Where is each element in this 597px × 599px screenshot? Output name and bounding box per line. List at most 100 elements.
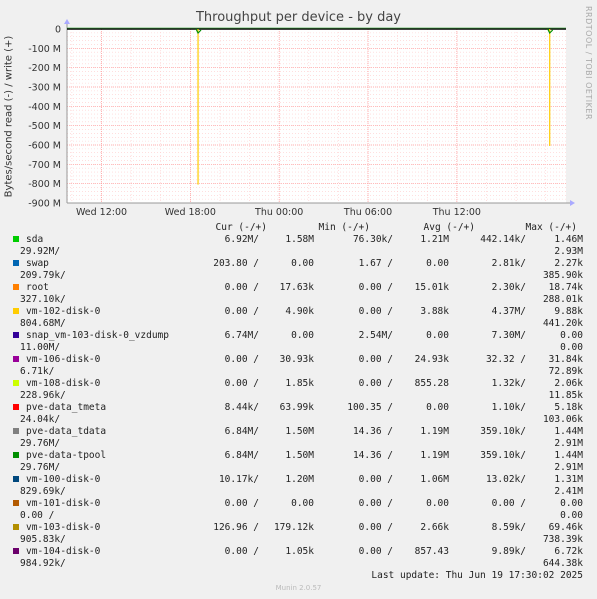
plot-area: 0 -100 M -200 M -300 M -400 M -500 M -600 M -70… bbox=[28, 19, 575, 218]
legend-value-avg-r: 8.59k/ bbox=[491, 522, 526, 533]
legend-value-avg-w: 1.44M bbox=[554, 450, 583, 461]
x-tick-label: Thu 06:00 bbox=[343, 207, 392, 218]
legend-value-avg-r: 9.89k/ bbox=[491, 546, 526, 557]
legend-value-avg-w: 5.18k bbox=[554, 402, 583, 413]
legend-swatch bbox=[13, 284, 19, 290]
legend-value-min-w: 855.28 bbox=[414, 378, 449, 389]
legend-swatch bbox=[13, 260, 19, 266]
legend-value-min-r: 1.67 / bbox=[358, 258, 393, 269]
legend-value-max-w: 441.20k bbox=[542, 318, 583, 329]
legend-swatch bbox=[13, 524, 19, 530]
legend-value-min-r: 0.00 / bbox=[358, 498, 393, 509]
legend-value-avg-w: 0.00 bbox=[560, 330, 583, 341]
legend-value-cur-r: 0.00 / bbox=[224, 546, 259, 557]
legend-name: vm-102-disk-0 bbox=[26, 306, 101, 317]
legend-value-max-w: 2.93M bbox=[554, 246, 583, 257]
legend-swatch bbox=[13, 356, 19, 362]
legend-value-max-w: 2.41M bbox=[554, 486, 583, 497]
y-tick-label: -100 M bbox=[28, 44, 61, 55]
legend-value-avg-r: 1.32k/ bbox=[491, 378, 526, 389]
legend-value-avg-r: 442.14k/ bbox=[480, 234, 526, 245]
legend-value-max-w: 385.90k bbox=[542, 270, 583, 281]
legend-swatch bbox=[13, 236, 19, 242]
legend-value-avg-w: 0.00 bbox=[560, 498, 583, 509]
legend-name: vm-106-disk-0 bbox=[26, 354, 101, 365]
legend-value-max-r: 804.68M/ bbox=[20, 318, 66, 329]
legend-value-min-w: 0.00 bbox=[426, 498, 449, 509]
y-tick-label: -300 M bbox=[28, 83, 61, 94]
legend-value-min-r: 100.35 / bbox=[347, 402, 393, 413]
rrdtool-watermark: RRDTOOL / TOBI OETIKER bbox=[584, 6, 593, 121]
legend-value-cur-r: 126.96 / bbox=[213, 522, 259, 533]
legend-value-avg-w: 2.06k bbox=[554, 378, 583, 389]
legend-value-avg-w: 1.46M bbox=[554, 234, 583, 245]
legend-value-cur-w: 1.20M bbox=[285, 474, 314, 485]
legend-value-cur-w: 30.93k bbox=[279, 354, 314, 365]
legend-value-min-w: 0.00 bbox=[426, 330, 449, 341]
legend-value-cur-r: 8.44k/ bbox=[224, 402, 259, 413]
legend-value-avg-w: 1.31M bbox=[554, 474, 583, 485]
legend-value-avg-r: 7.30M/ bbox=[491, 330, 526, 341]
legend-value-max-r: 829.69k/ bbox=[20, 486, 66, 497]
legend-row: pve-data_tmeta 8.44k/63.99k 100.35 / 0.00 1.… bbox=[0, 402, 597, 426]
legend-name: snap_vm-103-disk-0_vzdump bbox=[26, 330, 169, 341]
legend-value-max-r: 24.04k/ bbox=[20, 414, 61, 425]
y-tick-label: 0 bbox=[55, 25, 61, 36]
legend-swatch bbox=[13, 308, 19, 314]
munin-version: Munin 2.0.57 bbox=[275, 584, 322, 592]
legend-value-cur-r: 203.80 / bbox=[213, 258, 259, 269]
x-tick-label: Wed 12:00 bbox=[76, 207, 127, 218]
legend-value-min-r: 14.36 / bbox=[352, 450, 393, 461]
legend-value-min-r: 2.54M/ bbox=[358, 330, 393, 341]
x-tick-label: Thu 12:00 bbox=[432, 207, 481, 218]
legend-value-avg-r: 2.81k/ bbox=[491, 258, 526, 269]
legend-value-cur-r: 6.84M/ bbox=[224, 450, 259, 461]
spike-base-mark bbox=[195, 28, 202, 35]
legend-row: pve-data_tdata 6.84M/1.50M 14.36 / 1.19M 359… bbox=[0, 426, 597, 450]
legend-row: pve-data-tpool 6.84M/1.50M 14.36 / 1.19M 359… bbox=[0, 450, 597, 474]
legend-value-max-w: 2.91M bbox=[554, 462, 583, 473]
legend-value-max-r: 6.71k/ bbox=[20, 366, 55, 377]
legend-value-max-r: 11.00M/ bbox=[20, 342, 61, 353]
legend-value-min-r: 0.00 / bbox=[358, 546, 393, 557]
legend-value-min-r: 0.00 / bbox=[358, 474, 393, 485]
legend-value-cur-w: 63.99k bbox=[279, 402, 314, 413]
legend-value-avg-r: 0.00 / bbox=[491, 498, 526, 509]
legend-row: swap 203.80 / 0.00 1.67 / 0.00 2.81k/2.27k 209… bbox=[0, 258, 597, 282]
legend-value-cur-w: 1.50M bbox=[285, 426, 314, 437]
legend-value-cur-w: 179.12k bbox=[273, 522, 314, 533]
legend-value-cur-w: 4.90k bbox=[285, 306, 314, 317]
legend-value-min-r: 76.30k/ bbox=[352, 234, 393, 245]
legend-name: swap bbox=[26, 258, 49, 269]
legend-value-cur-r: 0.00 / bbox=[224, 282, 259, 293]
legend-swatch bbox=[13, 404, 19, 410]
y-tick-label: -800 M bbox=[28, 179, 61, 190]
legend-value-max-r: 29.76M/ bbox=[20, 438, 61, 449]
legend-swatch bbox=[13, 380, 19, 386]
legend-value-avg-w: 18.74k bbox=[548, 282, 583, 293]
legend-name: sda bbox=[26, 234, 44, 245]
legend-swatch bbox=[13, 548, 19, 554]
legend-swatch bbox=[13, 500, 19, 506]
legend-value-cur-r: 0.00 / bbox=[224, 378, 259, 389]
legend-value-avg-r: 1.10k/ bbox=[491, 402, 526, 413]
legend-name: pve-data-tpool bbox=[26, 450, 107, 461]
legend-value-cur-w: 17.63k bbox=[279, 282, 314, 293]
legend-value-min-w: 1.19M bbox=[420, 450, 449, 461]
legend-row: vm-108-disk-0 0.00 / 1.85k 0.00 / 855.28 1.32… bbox=[0, 378, 597, 402]
legend-value-avg-r: 4.37M/ bbox=[491, 306, 526, 317]
legend-value-avg-w: 1.44M bbox=[554, 426, 583, 437]
legend-swatch bbox=[13, 452, 19, 458]
legend-value-max-r: 29.76M/ bbox=[20, 462, 61, 473]
legend-value-max-w: 11.85k bbox=[548, 390, 583, 401]
legend-value-cur-w: 1.05k bbox=[285, 546, 314, 557]
legend-row: vm-100-disk-0 10.17k/1.20M 0.00 / 1.06M 13.0… bbox=[0, 474, 597, 498]
legend-swatch bbox=[13, 476, 19, 482]
legend-header-avg: Avg (-/+) bbox=[423, 222, 475, 233]
legend: sda 6.92M/1.58M 76.30k/1.21M 442.14k/1.46M 2… bbox=[0, 234, 597, 570]
x-axis-arrow bbox=[570, 200, 575, 206]
legend-value-cur-r: 6.92M/ bbox=[224, 234, 259, 245]
y-tick-label: -200 M bbox=[28, 63, 61, 74]
legend-value-min-w: 1.19M bbox=[420, 426, 449, 437]
legend-value-max-w: 738.39k bbox=[542, 534, 583, 545]
